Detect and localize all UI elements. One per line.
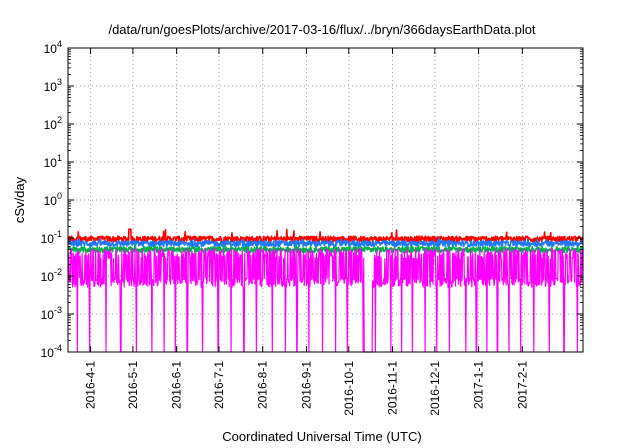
series-line-3	[67, 244, 584, 254]
x-tick-label: 2017-2-1	[515, 361, 529, 409]
y-tick-label: 101	[44, 153, 62, 170]
series-line-2	[67, 237, 584, 248]
x-tick-label: 2016-7-1	[212, 361, 226, 409]
x-tick-label: 2016-6-1	[170, 361, 184, 409]
y-tick-label: 10-4	[41, 343, 62, 360]
grid	[68, 48, 583, 352]
chart-title: /data/run/goesPlots/archive/2017-03-16/f…	[108, 22, 535, 37]
x-axis-label: Coordinated Universal Time (UTC)	[222, 429, 421, 444]
y-tick-label: 10-2	[41, 267, 62, 284]
series-line-4	[67, 248, 584, 353]
y-tick-label: 100	[44, 191, 62, 208]
x-tick-label: 2016-4-1	[84, 361, 98, 409]
y-tick-label: 10-1	[41, 229, 62, 246]
x-tick-label: 2017-1-1	[472, 361, 486, 409]
x-tick-label: 2016-5-1	[126, 361, 140, 409]
y-tick-label: 102	[44, 115, 62, 132]
y-tick-label: 103	[44, 77, 62, 94]
y-tick-label: 10-3	[41, 305, 62, 322]
ticks	[68, 47, 583, 353]
x-tick-labels: 2016-4-1 2016-5-1 2016-6-1 2016-7-1 2016-8-1…	[84, 361, 530, 416]
x-tick-label: 2016-9-1	[299, 361, 313, 409]
x-tick-label: 2016-8-1	[256, 361, 270, 409]
y-tick-labels: 10-4 10-3 10-2 10-1 100 101 102 103 104	[41, 39, 62, 360]
series-layer	[67, 228, 584, 353]
y-tick-label: 104	[44, 39, 62, 56]
x-tick-label: 2016-12-1	[428, 361, 442, 416]
x-tick-label: 2016-11-1	[386, 361, 400, 415]
plot-frame	[67, 47, 584, 353]
series-line-1	[67, 228, 584, 243]
x-tick-label: 2016-10-1	[342, 361, 356, 416]
y-axis-label: cSv/day	[12, 176, 27, 223]
